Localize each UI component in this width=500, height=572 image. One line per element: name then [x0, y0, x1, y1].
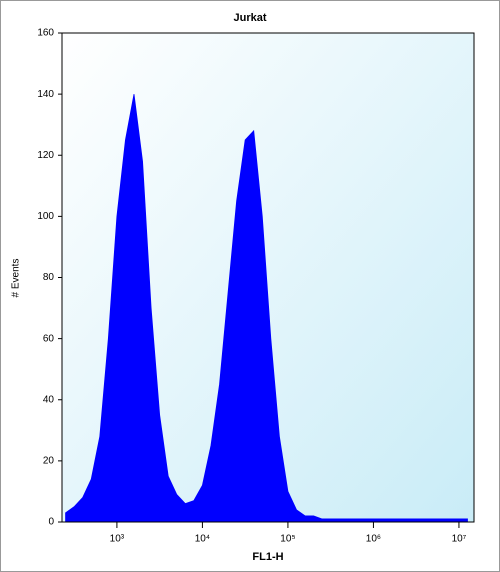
chart-title: Jurkat	[233, 12, 266, 24]
y-axis-title: # Events	[11, 259, 22, 298]
x-tick-label: 10⁵	[280, 534, 295, 545]
y-tick-label: 0	[48, 517, 54, 528]
area	[65, 94, 468, 523]
plot-border	[61, 32, 475, 523]
y-tick-label: 80	[43, 272, 55, 283]
y-tick-label: 60	[43, 333, 55, 344]
y-tick-label: 140	[37, 89, 54, 100]
y-tick-label: 120	[37, 150, 54, 161]
x-tick-label: 10³	[110, 534, 125, 545]
x-tick-label: 10⁴	[195, 534, 210, 545]
x-axis-title: FL1-H	[252, 551, 283, 563]
x-tick-label: 10⁷	[452, 534, 467, 545]
x-tick-label: 10⁶	[366, 534, 381, 545]
y-tick-label: 100	[37, 211, 54, 222]
y-tick-label: 160	[37, 28, 54, 39]
y-tick-label: 40	[43, 394, 55, 405]
y-tick-label: 20	[43, 456, 55, 467]
